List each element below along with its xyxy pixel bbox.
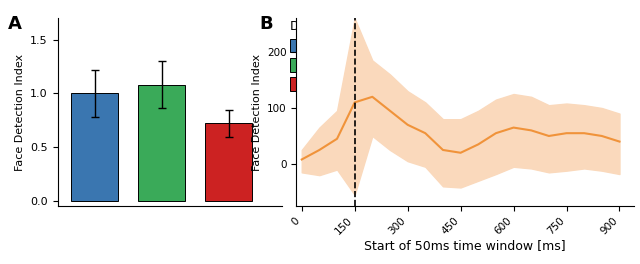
Bar xyxy=(205,124,252,201)
Legend: STD-net, HS-net, AS-net: STD-net, HS-net, AS-net xyxy=(290,20,360,91)
Text: B: B xyxy=(259,15,273,33)
Bar xyxy=(138,85,185,201)
Bar xyxy=(71,93,118,201)
Text: A: A xyxy=(8,15,22,33)
Y-axis label: Face Detection Index: Face Detection Index xyxy=(15,54,25,171)
X-axis label: Start of 50ms time window [ms]: Start of 50ms time window [ms] xyxy=(364,239,566,252)
Y-axis label: Face Detection Index: Face Detection Index xyxy=(252,54,262,171)
